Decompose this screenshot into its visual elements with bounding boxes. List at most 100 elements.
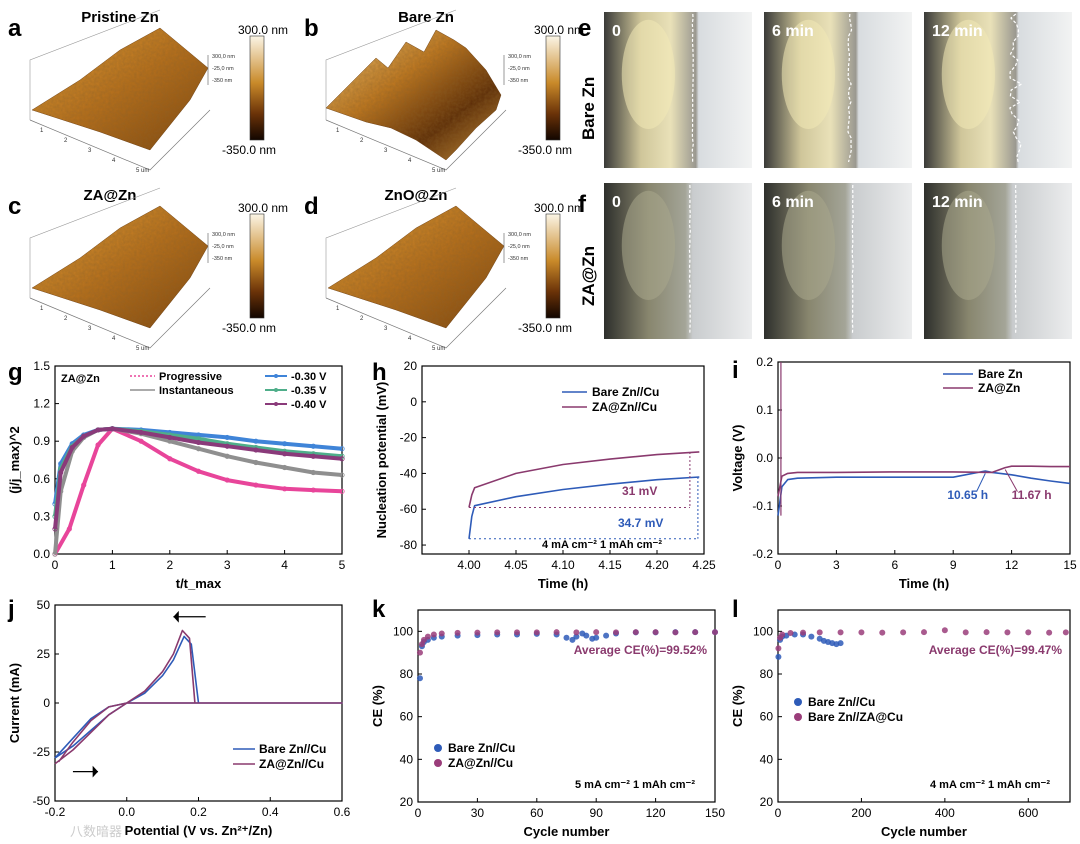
x-axis-label: Time (h) <box>899 576 949 591</box>
afm-mini-tick: -350 nm <box>508 256 529 262</box>
y-tick-label: 80 <box>400 667 414 681</box>
data-point <box>984 629 990 635</box>
legend-marker <box>434 759 442 767</box>
chart-i: i0 3 6 9 12 15-0.2-0.10.00.10.2Time (h)Voltag… <box>730 355 1077 591</box>
series-bare-zn-cu <box>775 632 843 660</box>
y-axis-label: CE (%) <box>730 685 745 727</box>
data-point <box>431 632 437 638</box>
x-tick-label: 4.05 <box>504 558 528 572</box>
x-tick-label: 0 <box>775 558 782 572</box>
legend-label: -0.35 V <box>291 385 327 397</box>
micro-frame: 12 min <box>924 12 1072 168</box>
x-axis-label: Cycle number <box>881 824 967 839</box>
micro-frame: 12 min <box>924 183 1072 339</box>
data-point <box>613 629 619 635</box>
afm-axis-tick: 2 <box>64 138 68 144</box>
y-axis-label: Current (mA) <box>7 663 22 743</box>
afm-title-a: Pristine Zn <box>81 9 159 26</box>
legend-label: ZA@Zn <box>978 381 1020 395</box>
chart-g: g 0 1 2 3 4 5 0.0 0.3 0.6 0.9 1.2 1.5 t/t_max (j/j_max… <box>7 359 346 591</box>
legend-label: Bare Zn//ZA@Cu <box>808 710 903 724</box>
legend-marker <box>434 744 442 752</box>
legend-label: -0.30 V <box>291 371 327 383</box>
data-point <box>808 634 814 640</box>
colorbar <box>546 36 560 140</box>
time-label: 0 <box>612 23 621 40</box>
afm-axis-tick: 4 <box>112 158 116 164</box>
y-tick-label: -0.2 <box>752 547 773 561</box>
afm-panel-c: c ZA@Zn 1 2 3 4 5 um 300,0 nm -25,0 nm -350 nm 3… <box>8 187 288 352</box>
x-tick-label: 5 <box>339 558 346 572</box>
annotation-average-ce: Average CE(%)=99.52% <box>574 643 708 657</box>
data-point <box>417 675 423 681</box>
afm-axis-tick: 4 <box>112 336 116 342</box>
y-tick-label: 20 <box>400 795 414 809</box>
afm-axis-tick: 2 <box>360 316 364 322</box>
y-axis-label: Nucleation potential (mV) <box>374 382 389 539</box>
time-label: 12 min <box>932 23 983 40</box>
y-tick-label: 40 <box>760 752 774 766</box>
data-point <box>583 633 589 639</box>
data-point <box>1004 629 1010 635</box>
afm-mini-tick: 300,0 nm <box>212 54 235 60</box>
y-tick-label: 0 <box>410 395 417 409</box>
x-tick-label: 1 <box>109 558 116 572</box>
row-label-za-zn: ZA@Zn <box>579 246 598 306</box>
y-tick-label: 0 <box>43 696 50 710</box>
legend-label: ZA@Zn//Cu <box>259 757 324 771</box>
y-tick-label: 60 <box>400 710 414 724</box>
legend-label: Bare Zn//Cu <box>808 695 875 709</box>
time-label: 12 min <box>932 194 983 211</box>
afm-axis-tick: 4 <box>408 336 412 342</box>
series-line <box>55 636 342 758</box>
afm-axis-tick: 1 <box>40 128 44 134</box>
afm-mini-tick: 300,0 nm <box>508 54 531 60</box>
data-point <box>858 629 864 635</box>
afm-mini-tick: -25,0 nm <box>508 66 530 72</box>
colorbar-top-label: 300.0 nm <box>238 201 288 215</box>
x-tick-label: 9 <box>950 558 957 572</box>
y-tick-label: 100 <box>753 624 773 638</box>
x-axis-label: Time (h) <box>538 576 588 591</box>
series-bare-zn-cu <box>55 636 342 758</box>
y-tick-label: -50 <box>33 794 51 808</box>
y-tick-label: 0.0 <box>756 451 773 465</box>
chart-h: h 4.00 4.05 4.10 4.15 4.20 4.25 -80 -60 -40 -20 0 20… <box>372 359 716 591</box>
colorbar <box>250 214 264 318</box>
colorbar-top-label: 300.0 nm <box>534 23 584 37</box>
data-point <box>474 630 480 636</box>
data-point <box>692 629 698 635</box>
annotation-bare-time: 10.65 h <box>947 488 988 502</box>
afm-axis-tick: 3 <box>384 326 388 332</box>
y-tick-label: 0.3 <box>33 509 50 523</box>
y-axis-label: (j/j_max)^2 <box>7 426 22 494</box>
panel-letter-c: c <box>8 193 21 220</box>
afm-mini-tick: -25,0 nm <box>508 244 530 250</box>
legend-label: Bare Zn//Cu <box>448 741 515 755</box>
colorbar-bottom-label: -350.0 nm <box>222 321 276 335</box>
micro-frame: 0 <box>604 183 752 339</box>
data-point <box>1046 630 1052 636</box>
data-point <box>455 630 461 636</box>
figure: a Pristine Zn 1 2 3 4 5 um 300,0 nm -25,0 nm -3… <box>0 0 1080 844</box>
y-tick-label: 20 <box>760 795 774 809</box>
scan-arrowhead <box>173 611 178 623</box>
afm-mini-tick: -350 nm <box>212 256 233 262</box>
insitu-microscopy: e f Bare Zn ZA@Zn 0 6 min 12 min 0 6 min 12 m… <box>578 12 1072 339</box>
afm-panel-b: b Bare Zn 12345 um300,0 nm-25,0 nm-350 n… <box>304 9 584 174</box>
data-point <box>942 627 948 633</box>
afm-mini-tick: 300,0 nm <box>508 232 531 238</box>
y-tick-label: 0.6 <box>33 472 50 486</box>
chart-j: j-0.2 0.0 0.2 0.4 0.6-50-2502550Potential (V… <box>7 596 351 838</box>
chart-k: k 0 30 60 90 120 150 20 40 60 80 100 Cycle number CE … <box>370 596 725 839</box>
afm-title-d: ZnO@Zn <box>385 187 448 204</box>
panel-letter-a: a <box>8 15 22 42</box>
afm-axis-tick: 5 um <box>432 168 445 174</box>
data-point <box>817 629 823 635</box>
panel-letter-e: e <box>578 15 591 42</box>
y-tick-label: 40 <box>400 752 414 766</box>
x-tick-label: 60 <box>530 806 544 820</box>
x-tick-label: 0 <box>415 806 422 820</box>
legend-label: ZA@Zn//Cu <box>448 756 513 770</box>
data-point <box>800 630 806 636</box>
